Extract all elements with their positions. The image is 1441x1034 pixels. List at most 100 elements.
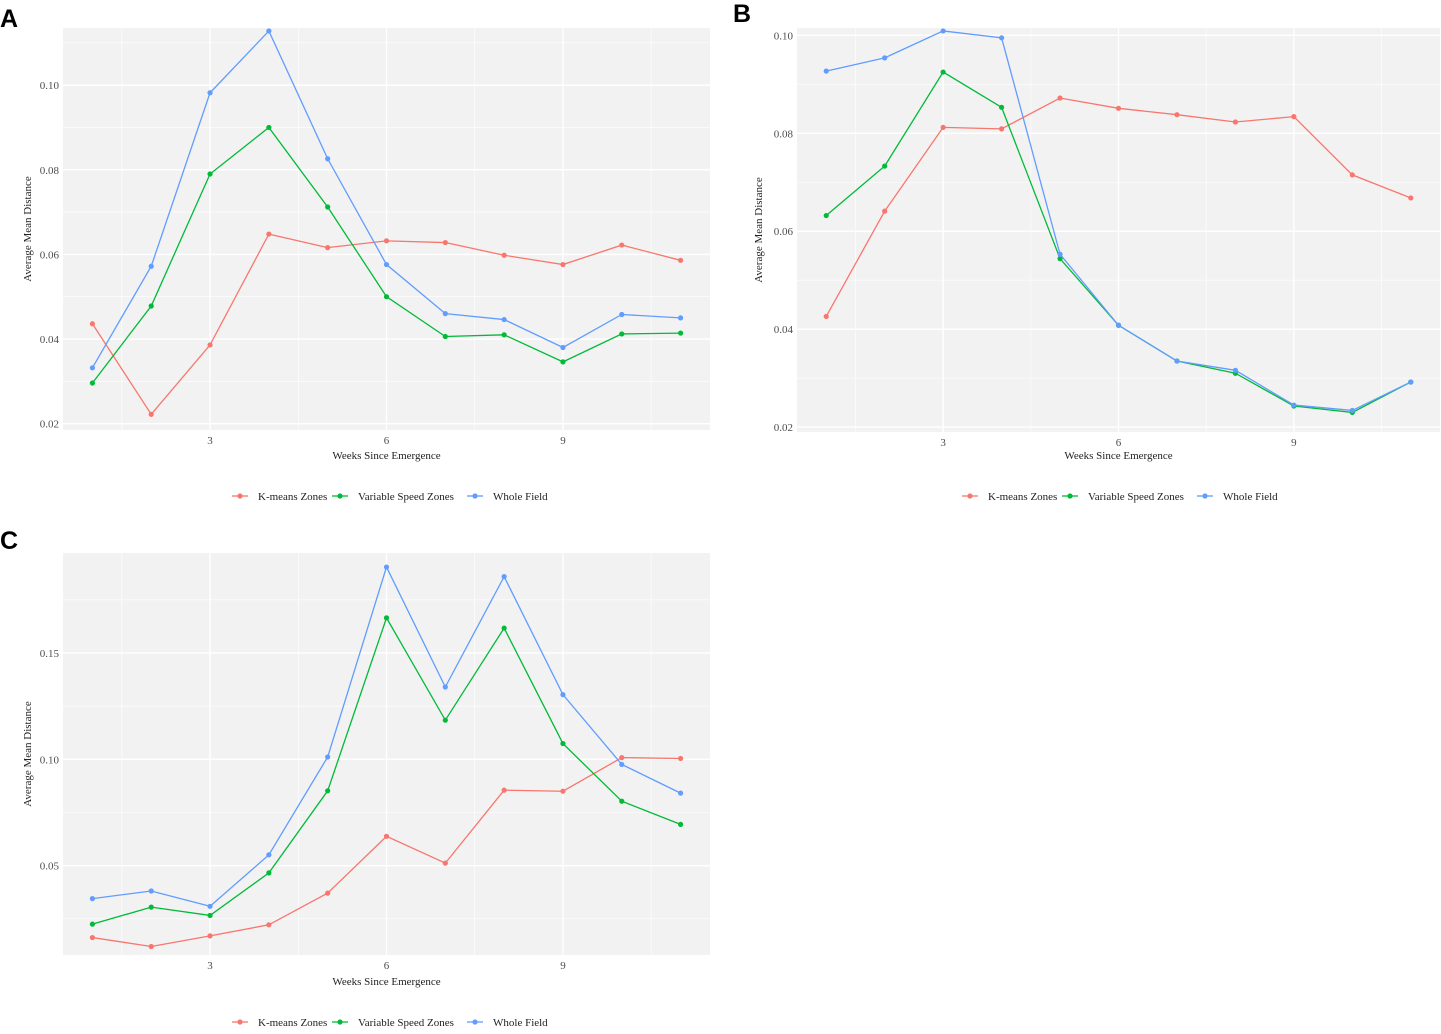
y-tick-label: 0.04 [774, 324, 794, 336]
data-point [89, 380, 96, 386]
data-point [207, 342, 213, 348]
y-tick-label: 0.04 [40, 334, 60, 346]
data-point [89, 365, 96, 371]
legend-label: K-means Zones [258, 491, 327, 503]
data-point [148, 943, 154, 950]
data-point [501, 316, 507, 323]
data-point [882, 163, 888, 169]
data-point [619, 311, 625, 318]
data-point [207, 903, 213, 909]
data-point [940, 124, 946, 131]
data-point [442, 717, 448, 723]
data-point [325, 890, 331, 896]
series-whole-field [89, 564, 684, 909]
legend-label: Whole Field [493, 1017, 548, 1029]
series-whole-field [823, 28, 1414, 414]
data-point [383, 261, 390, 268]
x-axis-title: Weeks Since Emergence [1064, 450, 1172, 462]
data-point [1349, 172, 1355, 178]
legend-key-point [337, 493, 343, 499]
x-tick-label: 9 [560, 960, 566, 972]
x-axis-title: Weeks Since Emergence [332, 976, 440, 988]
legend: K-means Zones Variable Speed Zones Whole F… [962, 491, 1278, 503]
data-point [1291, 114, 1297, 120]
data-point [998, 104, 1005, 110]
data-point [383, 833, 390, 839]
data-point [619, 798, 625, 804]
data-point [619, 755, 625, 761]
data-point [501, 252, 507, 258]
data-point [383, 238, 390, 244]
series-k-means-zones [823, 95, 1414, 320]
data-point [89, 896, 96, 902]
legend-item: K-means Zones [232, 491, 327, 503]
data-point [619, 242, 625, 248]
data-point [619, 761, 625, 768]
y-tick-label: 0.10 [40, 754, 60, 766]
data-point [560, 344, 566, 351]
x-tick-label: 3 [207, 435, 213, 447]
data-point [1408, 379, 1414, 385]
series-whole-field [89, 28, 684, 371]
data-point [823, 212, 829, 219]
data-point [560, 788, 566, 794]
data-point [148, 263, 154, 269]
x-tick-label: 9 [560, 435, 566, 447]
legend-key-point [237, 1019, 243, 1025]
y-tick-label: 0.08 [774, 128, 794, 140]
legend-label: Variable Speed Zones [1088, 491, 1184, 503]
legend: K-means Zones Variable Speed Zones Whole F… [232, 491, 548, 503]
data-point [266, 28, 272, 34]
data-point [1057, 251, 1063, 257]
data-point [266, 922, 272, 928]
series-variable-speed-zones [89, 124, 684, 386]
data-point [266, 124, 272, 131]
panel-letter: B [733, 0, 751, 28]
legend-key-point [472, 1019, 478, 1025]
data-point [148, 303, 154, 309]
y-tick-label: 0.02 [774, 422, 793, 434]
x-tick-label: 9 [1291, 437, 1297, 449]
data-point [1115, 105, 1122, 111]
legend-item: Variable Speed Zones [332, 1017, 454, 1029]
legend-item: Whole Field [467, 1017, 548, 1029]
y-tick-label: 0.10 [40, 80, 60, 92]
data-point [207, 171, 213, 177]
data-point [677, 257, 684, 263]
data-point [207, 933, 213, 939]
panel-letter: C [0, 527, 18, 555]
legend-item: Whole Field [1197, 491, 1278, 503]
legend-key-point [1067, 493, 1073, 499]
data-point [207, 912, 213, 919]
data-point [1232, 119, 1239, 125]
y-axis-title: Average Mean Distance [22, 176, 34, 282]
x-tick-label: 6 [384, 960, 390, 972]
data-point [325, 245, 331, 251]
data-point [677, 315, 684, 321]
legend-label: K-means Zones [988, 491, 1057, 503]
data-point [148, 411, 154, 417]
legend-item: Variable Speed Zones [1062, 491, 1184, 503]
chart-panel-c: C 3 6 9 0.05 0.10 0.15 Weeks Since Emergence Ave… [0, 527, 710, 1029]
data-point [442, 684, 448, 690]
data-point [325, 788, 331, 794]
data-point [383, 294, 390, 300]
data-point [560, 740, 566, 747]
series-variable-speed-zones [89, 615, 684, 927]
data-point [501, 625, 507, 631]
data-point [148, 904, 154, 910]
data-point [501, 574, 507, 580]
data-point [266, 231, 272, 237]
data-point [501, 787, 507, 793]
data-point [442, 239, 448, 246]
data-point [89, 934, 96, 941]
legend-label: Whole Field [493, 491, 548, 503]
y-tick-label: 0.10 [774, 30, 794, 42]
data-point [677, 755, 684, 762]
data-point [148, 888, 154, 894]
data-point [677, 330, 684, 336]
data-point [501, 332, 507, 338]
y-tick-label: 0.02 [40, 419, 59, 431]
legend-label: Variable Speed Zones [358, 1017, 454, 1029]
